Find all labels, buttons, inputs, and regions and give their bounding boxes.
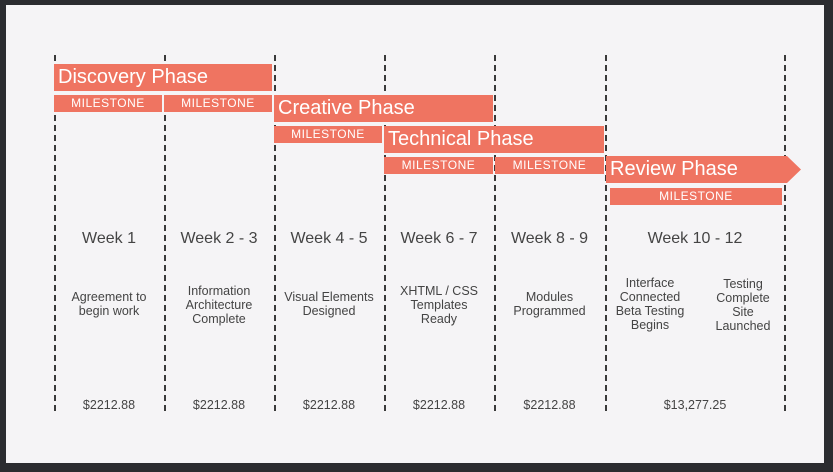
cost-value: $2212.88 — [82, 398, 136, 412]
cost-value: $2212.88 — [412, 398, 466, 412]
milestone-week-2-3: MILESTONE — [164, 95, 272, 112]
column-divider — [274, 55, 276, 411]
deliverable-text: Agreement to begin work — [71, 290, 147, 318]
phase-technical: Technical Phase — [384, 126, 604, 153]
week-label: Week 1 — [82, 230, 136, 247]
deliverable-text: Information Architecture Complete — [185, 284, 253, 326]
column-divider — [54, 55, 56, 411]
cost-value: $13,277.25 — [663, 398, 727, 412]
phase-creative: Creative Phase — [274, 95, 493, 122]
week-label: Week 10 - 12 — [647, 230, 743, 247]
week-label: Week 2 - 3 — [180, 230, 258, 247]
phase-discovery: Discovery Phase — [54, 64, 272, 91]
phase-review: Review Phase — [606, 156, 801, 183]
column-divider — [384, 55, 386, 411]
deliverable-text: Visual Elements Designed — [284, 290, 374, 318]
cost-value: $2212.88 — [302, 398, 356, 412]
week-label: Week 8 - 9 — [510, 230, 589, 247]
milestone-week-8-9: MILESTONE — [495, 157, 604, 174]
deliverable-text: Modules Programmed — [513, 290, 586, 318]
week-label: Week 6 - 7 — [400, 230, 478, 247]
column-divider — [605, 55, 607, 411]
milestone-week-4-5: MILESTONE — [274, 126, 382, 143]
deliverable-text: XHTML / CSS Templates Ready — [399, 284, 479, 326]
column-divider — [494, 55, 496, 411]
cost-value: $2212.88 — [192, 398, 246, 412]
milestone-week-1: MILESTONE — [54, 95, 162, 112]
deliverable-text: Testing Complete Site Launched — [715, 277, 771, 333]
column-divider — [164, 55, 166, 411]
column-divider — [784, 55, 786, 411]
week-label: Week 4 - 5 — [290, 230, 368, 247]
milestone-week-10-12: MILESTONE — [610, 188, 782, 205]
cost-value: $2212.88 — [523, 398, 576, 412]
deliverable-text: Interface Connected Beta Testing Begins — [615, 276, 685, 332]
timeline-slide: Discovery Phase Creative Phase Technical… — [6, 5, 824, 463]
milestone-week-6-7: MILESTONE — [384, 157, 493, 174]
